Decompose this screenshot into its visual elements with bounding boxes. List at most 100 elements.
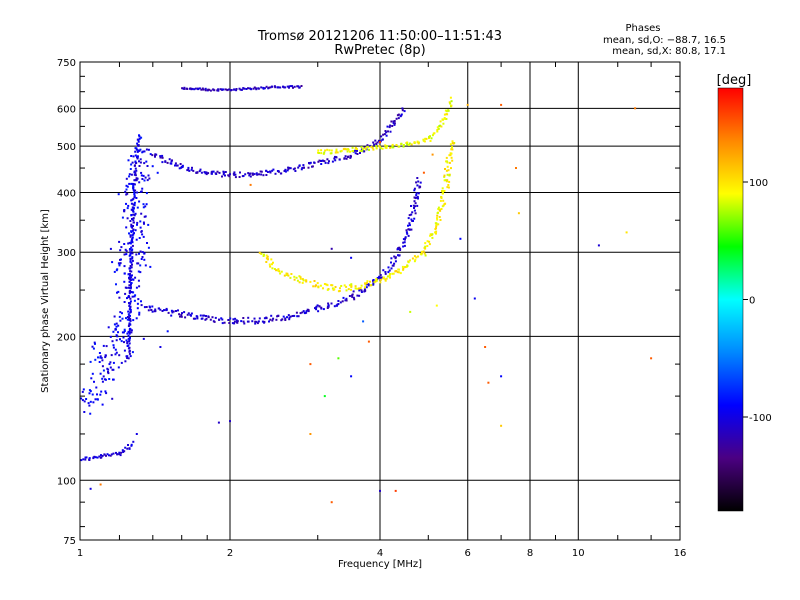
data-point <box>356 294 359 297</box>
data-point <box>172 310 175 313</box>
data-point <box>209 89 212 92</box>
data-point <box>128 302 131 304</box>
data-point <box>420 253 423 256</box>
data-point <box>305 310 308 313</box>
data-point <box>424 137 427 140</box>
data-point <box>413 217 416 220</box>
data-point <box>450 152 453 155</box>
data-point <box>136 302 139 305</box>
data-point <box>379 274 382 276</box>
data-point <box>129 310 132 313</box>
data-point <box>297 315 300 318</box>
data-point <box>118 453 121 456</box>
data-point <box>129 257 132 260</box>
data-point <box>129 220 132 222</box>
data-point <box>263 321 266 324</box>
data-point <box>128 267 131 270</box>
data-point <box>136 221 139 224</box>
data-point <box>405 229 408 232</box>
data-point <box>269 86 272 89</box>
data-point <box>117 290 120 293</box>
data-point <box>391 272 394 275</box>
data-point <box>397 113 400 116</box>
data-point <box>247 87 249 90</box>
data-point <box>133 183 136 186</box>
data-point <box>128 317 130 319</box>
data-point <box>123 328 126 331</box>
data-point <box>350 283 353 286</box>
data-point <box>138 137 141 140</box>
data-point <box>135 317 138 320</box>
data-point <box>443 179 446 182</box>
data-point <box>440 125 443 128</box>
data-point <box>126 318 129 321</box>
data-point <box>132 197 135 200</box>
data-point <box>220 317 223 320</box>
data-point <box>200 317 203 320</box>
data-point <box>99 355 102 358</box>
data-point <box>118 451 121 454</box>
data-point <box>255 320 258 323</box>
data-point <box>288 318 291 321</box>
data-point <box>330 501 333 504</box>
x-tick-label: 2 <box>227 548 233 559</box>
data-point <box>260 170 263 173</box>
data-point <box>448 174 451 177</box>
data-point <box>126 332 129 335</box>
data-point <box>145 203 148 206</box>
data-point <box>115 283 117 286</box>
data-point <box>410 143 413 146</box>
data-point <box>217 88 220 91</box>
data-point <box>250 88 253 91</box>
data-point <box>130 249 133 252</box>
data-point <box>133 179 136 182</box>
data-point <box>368 148 370 151</box>
data-point <box>450 156 453 159</box>
data-point <box>102 344 105 347</box>
data-point <box>151 165 154 168</box>
data-point <box>244 173 247 176</box>
data-point <box>125 188 128 191</box>
data-point <box>288 86 290 89</box>
data-point <box>94 358 97 361</box>
data-point <box>367 146 370 149</box>
data-point <box>429 234 432 237</box>
data-point <box>413 189 416 192</box>
data-point <box>132 228 135 231</box>
data-point <box>398 271 401 274</box>
data-point <box>139 250 142 253</box>
data-point <box>386 275 389 278</box>
data-point <box>266 255 269 258</box>
chart-title: Tromsø 20121206 11:50:00–11:51:43 <box>257 29 502 44</box>
data-point <box>271 263 273 266</box>
data-point <box>121 317 124 320</box>
data-point <box>127 242 130 245</box>
data-point <box>360 146 363 149</box>
data-point <box>127 204 130 207</box>
data-point <box>229 173 231 176</box>
data-point <box>423 140 426 143</box>
data-point <box>197 88 200 91</box>
data-point <box>291 85 294 88</box>
data-point <box>422 171 425 174</box>
data-point <box>233 320 236 323</box>
data-point <box>190 168 193 171</box>
data-point <box>123 209 126 211</box>
data-point <box>305 311 308 314</box>
data-point <box>260 86 263 89</box>
data-point <box>412 220 414 222</box>
data-point <box>365 286 368 289</box>
data-point <box>143 215 146 218</box>
data-point <box>384 271 387 273</box>
data-point <box>198 87 201 90</box>
data-point <box>411 257 414 260</box>
data-point <box>324 149 327 152</box>
data-point <box>435 227 437 230</box>
data-point <box>124 292 127 295</box>
data-point <box>126 345 129 347</box>
data-point <box>87 402 90 405</box>
data-point <box>236 320 239 323</box>
data-point <box>379 141 381 144</box>
data-point <box>154 308 157 311</box>
data-point <box>316 282 319 285</box>
